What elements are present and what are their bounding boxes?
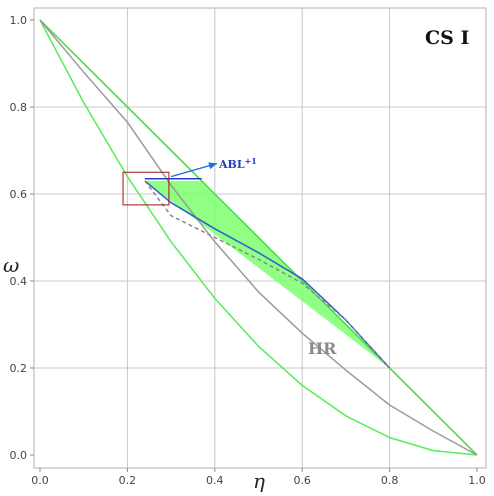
x-tick-label-1: 0.2: [119, 474, 137, 487]
shaded-region-polygon: [144, 180, 390, 368]
inset-box: [122, 171, 170, 206]
series-group: [39, 19, 478, 456]
x-tick-label-4: 0.8: [381, 474, 399, 487]
plot-frame: [33, 7, 487, 469]
annotation-abl-text: ABL: [218, 158, 245, 171]
series-line-7: [144, 180, 391, 369]
annotation-abl-superscript: +1: [245, 156, 257, 166]
annotation-hr: HR: [308, 339, 337, 358]
y-axis-label: ω: [3, 253, 19, 277]
chart-title: CS I: [425, 27, 469, 49]
annotation-arrow-head: [208, 162, 217, 170]
annotation-abl: ABL+1: [218, 156, 257, 171]
series-line-4: [39, 19, 478, 456]
y-tick-label-2: 0.4: [10, 275, 28, 288]
x-axis-label: η: [253, 469, 265, 493]
series-line-3: [39, 19, 478, 456]
shaded-region: [144, 180, 390, 368]
x-tick-label-3: 0.6: [293, 474, 311, 487]
y-tick-label-4: 0.8: [10, 101, 28, 114]
x-tick-label-2: 0.4: [206, 474, 224, 487]
series-line-1: [39, 19, 391, 369]
series-line-2: [389, 367, 478, 456]
y-tick-label-0: 0.0: [10, 449, 28, 462]
y-tick-label-1: 0.2: [10, 362, 28, 375]
tick-labels: 0.0 0.2 0.4 0.6 0.8 1.0 0.0 0.2 0.4 0.6 0.8 1.0: [10, 14, 486, 487]
y-tick-label-5: 1.0: [10, 14, 28, 27]
annotation-marks: [122, 162, 218, 206]
grid: [34, 8, 486, 468]
y-tick-label-3: 0.6: [10, 188, 28, 201]
x-tick-label-5: 1.0: [468, 474, 486, 487]
x-tick-label-0: 0.0: [31, 474, 49, 487]
